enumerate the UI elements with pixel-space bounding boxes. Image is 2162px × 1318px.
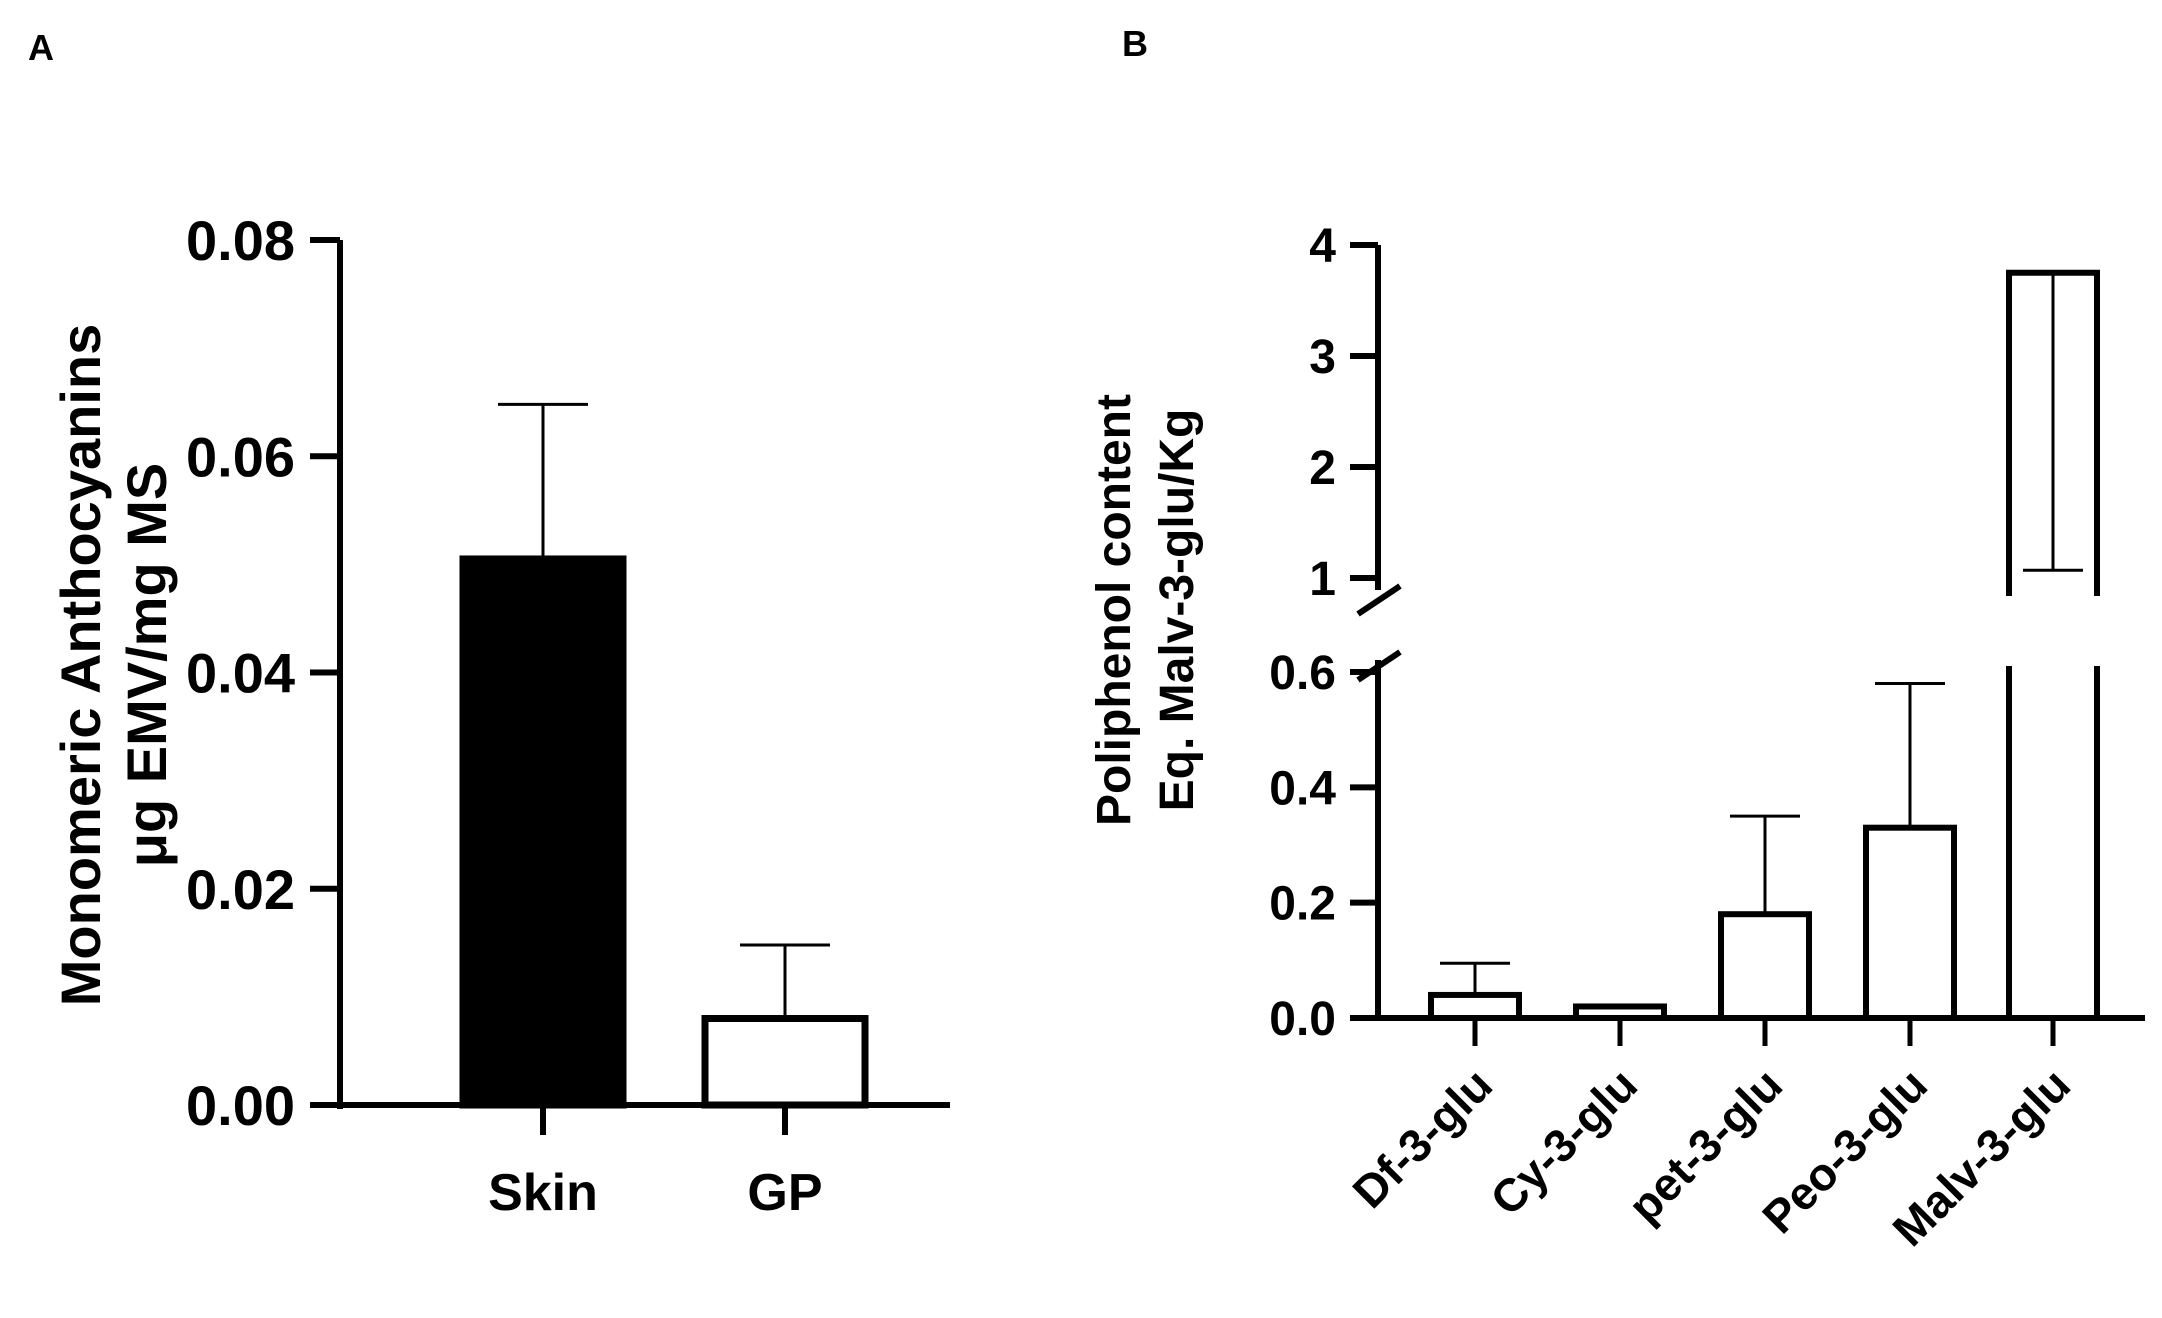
panel-a-y-tick-label: 0.06: [186, 425, 295, 488]
panel-b-y-tick-label: 3: [1309, 331, 1336, 384]
panel-b-axis-break-mark: [1356, 649, 1402, 683]
panel-b-y-tick-label: 0.0: [1269, 993, 1336, 1046]
panel-b-y-ticks: 0.0 0.2 0.4 0.6 1 2 3 4: [1269, 220, 1378, 1046]
panel-a-y-tick-label: 0.04: [186, 642, 295, 705]
panel-a-chart: A Monomeric Anthocyanins μg EMV/mg MS 0.0…: [28, 27, 950, 1222]
panel-b-y-tick-label: 0.4: [1269, 762, 1336, 815]
panel-a-y-ticks: 0.00 0.02 0.04 0.06 0.08: [186, 209, 340, 1137]
panel-a-y-tick-label: 0.08: [186, 209, 295, 272]
panel-a-bar: [459, 555, 627, 1109]
panel-b-letter: B: [1122, 23, 1148, 64]
panel-b-axis-break-mark: [1356, 583, 1402, 617]
panel-a-x-labels: Skin GP: [488, 1105, 823, 1222]
panel-a-y-tick-label: 0.00: [186, 1074, 295, 1137]
panel-b-y-tick-label: 1: [1309, 553, 1336, 606]
panel-b-error-bars: [1440, 272, 2083, 995]
panel-b-bar: [1863, 824, 1957, 1022]
panel-a-axes: [337, 240, 950, 1109]
panel-a-error-bars: [498, 402, 830, 1019]
panel-b-bar: [1718, 911, 1812, 1022]
panel-b-y-tick-label: 0.2: [1269, 878, 1336, 931]
panel-b-bar: [1573, 1003, 1667, 1022]
panel-b-bar: [1428, 991, 1522, 1022]
panel-a-y-axis-title-line: Monomeric Anthocyanins: [49, 324, 112, 1006]
panel-b-y-axis-title: Poliphenol content Eq. Malv-3-glu/Kg: [1088, 394, 1204, 826]
panel-b-y-axis-title-line: Poliphenol content: [1088, 394, 1141, 826]
panel-a-bar: [701, 1015, 869, 1109]
panel-b-y-tick-label: 2: [1309, 442, 1336, 495]
panel-b-y-axis-title-line: Eq. Malv-3-glu/Kg: [1151, 409, 1204, 812]
panel-a-y-axis-title-line: μg EMV/mg MS: [115, 463, 178, 868]
panel-b-axes: [1356, 245, 2145, 1021]
panel-a-x-tick-label: Skin: [488, 1164, 598, 1222]
panel-b-x-tick-label: Df-3-glu: [1342, 1058, 1502, 1218]
panel-a-y-tick-label: 0.02: [186, 858, 295, 921]
panel-b-y-tick-label: 0.6: [1269, 647, 1336, 700]
panel-b-y-tick-label: 4: [1309, 220, 1336, 273]
panel-b-x-labels: Df-3-gluCy-3-glupet-3-gluPeo-3-gluMalv-3…: [1342, 1018, 2080, 1256]
panel-a-x-tick-label: GP: [747, 1164, 822, 1222]
panel-a-bars: [459, 555, 869, 1109]
panel-b-chart: B Poliphenol content Eq. Malv-3-glu/Kg 0.…: [1088, 23, 2145, 1256]
panel-a-y-axis-title: Monomeric Anthocyanins μg EMV/mg MS: [49, 324, 178, 1006]
panel-a-letter: A: [28, 27, 54, 68]
